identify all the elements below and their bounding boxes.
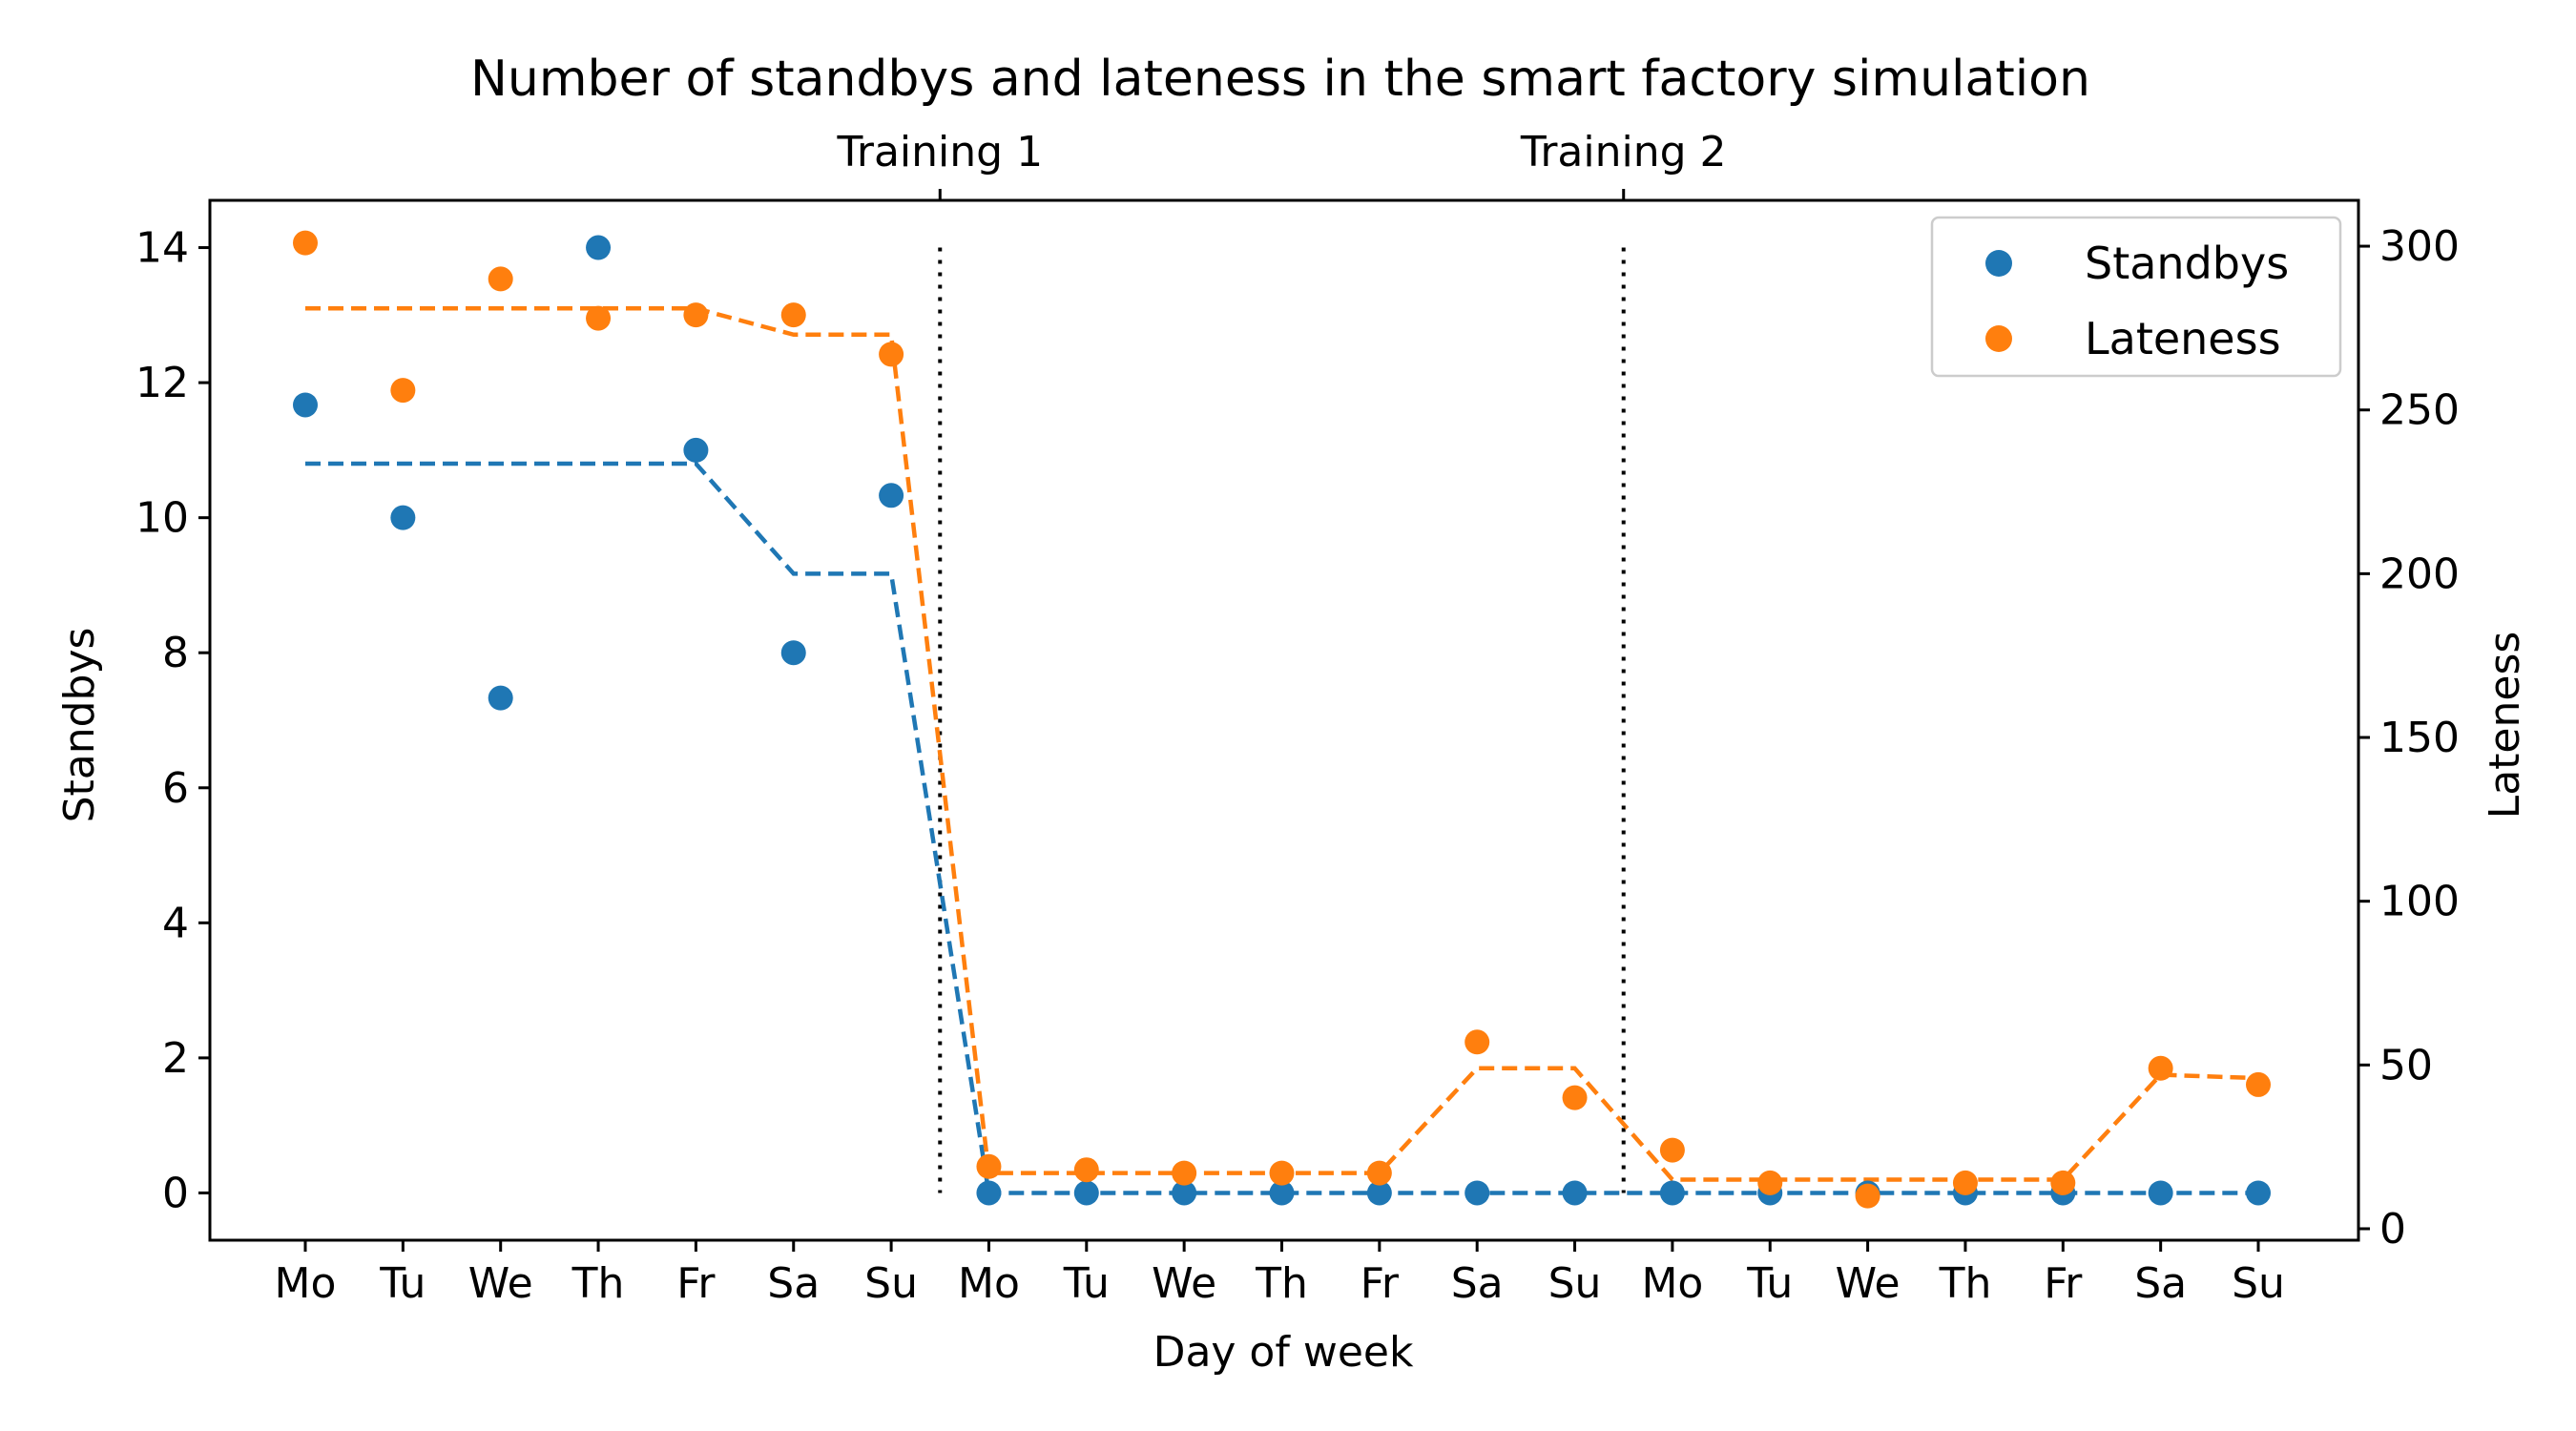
standbys-point: [2148, 1180, 2173, 1206]
left-y-axis: 0 2 4 6 8 10 12 14: [135, 224, 210, 1217]
right-y-tick-label: 250: [2379, 386, 2460, 435]
standbys-point: [390, 505, 416, 530]
left-y-tick-label: 0: [162, 1169, 189, 1217]
lateness-point: [390, 378, 416, 404]
x-tick-label: Th: [571, 1259, 625, 1308]
lateness-point: [683, 302, 709, 328]
x-tick-label: We: [1152, 1259, 1216, 1308]
x-tick-label: Tu: [379, 1259, 426, 1308]
legend-marker: [1985, 250, 2012, 277]
lateness-point: [1465, 1029, 1490, 1055]
x-tick-label: Th: [1939, 1259, 1992, 1308]
lateness-point: [1073, 1157, 1099, 1183]
lateness-point: [1172, 1160, 1197, 1186]
right-y-tick-label: 200: [2379, 550, 2460, 598]
lateness-point: [1757, 1170, 1783, 1195]
legend: Standbys Lateness: [1930, 216, 2342, 378]
legend-marker: [1985, 325, 2012, 352]
x-tick-label: Mo: [1641, 1259, 1703, 1308]
lateness-point: [1366, 1160, 1392, 1186]
standbys-point: [1172, 1180, 1197, 1206]
x-tick-label: We: [468, 1259, 533, 1308]
x-tick-label: Fr: [2044, 1259, 2083, 1308]
left-y-tick-label: 8: [162, 629, 189, 677]
x-tick-label: Su: [1548, 1259, 1602, 1308]
chart-title: Number of standbys and lateness in the s…: [470, 51, 2090, 108]
right-y-tick-label: 0: [2379, 1205, 2406, 1254]
lateness-point: [488, 266, 513, 292]
x-tick-label: Sa: [1451, 1259, 1504, 1308]
lateness-point: [293, 230, 318, 256]
lateness-trend-line: [305, 306, 2259, 1182]
x-tick-label: Fr: [1361, 1259, 1400, 1308]
lateness-point: [976, 1153, 1002, 1179]
left-y-tick-label: 4: [162, 899, 189, 947]
x-tick-label: We: [1836, 1259, 1901, 1308]
lateness-point: [780, 302, 806, 328]
standbys-point: [976, 1180, 1002, 1206]
x-tick-label: Mo: [958, 1259, 1020, 1308]
x-tick-label: Sa: [2134, 1259, 2187, 1308]
lateness-point: [2050, 1170, 2076, 1195]
x-tick-label: Su: [864, 1259, 918, 1308]
legend-label: Lateness: [2085, 313, 2281, 364]
lateness-point: [1855, 1183, 1880, 1209]
right-y-tick-label: 100: [2379, 878, 2460, 926]
right-y-tick-label: 150: [2379, 714, 2460, 762]
standbys-point: [1366, 1180, 1392, 1206]
left-y-tick-label: 6: [162, 764, 189, 813]
standbys-point: [879, 483, 904, 508]
x-tick-label: Su: [2232, 1259, 2285, 1308]
lateness-point: [1659, 1137, 1685, 1163]
x-tick-label: Th: [1255, 1259, 1308, 1308]
standbys-point: [780, 640, 806, 666]
standbys-point: [586, 235, 612, 260]
standbys-point: [1562, 1180, 1588, 1206]
right-y-tick-label: 50: [2379, 1041, 2433, 1089]
standbys-point: [1269, 1180, 1295, 1206]
lateness-point: [586, 305, 612, 331]
standbys-point: [293, 392, 318, 418]
lateness-point: [1269, 1160, 1295, 1186]
lateness-point: [1562, 1085, 1588, 1110]
x-tick-label: Fr: [676, 1259, 716, 1308]
left-y-tick-label: 10: [135, 494, 189, 543]
x-tick-label: Tu: [1746, 1259, 1793, 1308]
standbys-trend-line: [305, 461, 2258, 1195]
standbys-point: [1659, 1180, 1685, 1206]
right-y-axis: 0 50 100 150 200 250 300: [2358, 222, 2460, 1254]
x-tick-label: Sa: [767, 1259, 820, 1308]
left-y-axis-label: Standbys: [55, 628, 104, 823]
lateness-point: [2246, 1071, 2271, 1097]
plot-frame: [208, 198, 2360, 1242]
left-y-tick-label: 14: [135, 224, 189, 273]
lateness-point: [1952, 1170, 1978, 1195]
standbys-point: [2246, 1180, 2271, 1206]
x-axis: Mo Tu We Th Fr Sa Su Mo Tu We Th Fr Sa Su Mo Tu We Th Fr Sa…: [275, 1240, 2285, 1308]
left-y-tick-label: 12: [135, 359, 189, 407]
right-y-axis-label: Lateness: [2481, 632, 2529, 819]
legend-label: Standbys: [2085, 238, 2289, 289]
x-tick-label: Mo: [275, 1259, 337, 1308]
standbys-point: [488, 685, 513, 711]
right-y-tick-label: 300: [2379, 222, 2460, 271]
plot-area: [293, 230, 2271, 1209]
x-axis-label: Day of week: [1153, 1328, 1414, 1377]
left-y-tick-label: 2: [162, 1034, 189, 1083]
lateness-point: [879, 342, 904, 367]
standbys-point: [1073, 1180, 1099, 1206]
standbys-point: [1465, 1180, 1490, 1206]
x-tick-label: Tu: [1063, 1259, 1110, 1308]
top-axis-labels: Training 1 Training 2: [836, 128, 1727, 200]
lateness-point: [2148, 1055, 2173, 1081]
top-tick-label: Training 2: [1520, 128, 1727, 176]
standbys-point: [683, 437, 709, 463]
legend-frame: [1930, 216, 2342, 378]
top-tick-label: Training 1: [836, 128, 1043, 176]
